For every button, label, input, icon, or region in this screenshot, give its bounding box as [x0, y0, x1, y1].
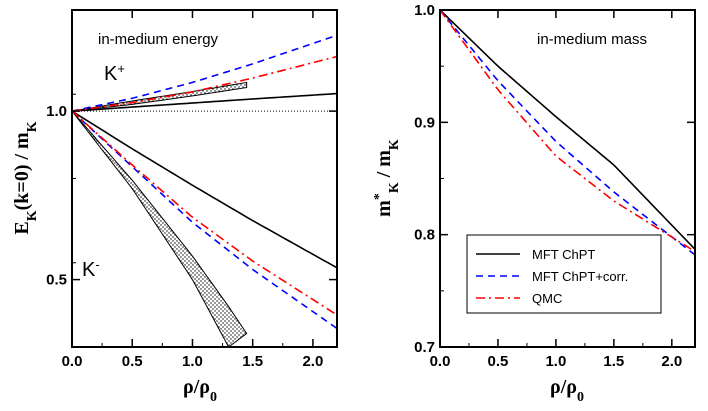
mass-xtick-label-0: 0.0 — [430, 353, 451, 370]
energy-xtick-label-1: 0.5 — [122, 353, 143, 370]
energy-xtick-label-3: 1.5 — [242, 353, 263, 370]
legend-label-qmc: QMC — [532, 291, 562, 306]
legend-label-mft_chpt_corr: MFT ChPT+corr. — [532, 269, 628, 284]
energy-band-1 — [72, 110, 248, 347]
energy-series-mft_chpt_corr-4 — [72, 110, 337, 330]
mass-ticks: 0.0 0.5 1.0 1.5 2.0 0.7 0.8 0.9 1.0 — [414, 2, 695, 370]
kplus-label: K+ — [104, 61, 125, 86]
energy-xtick-label-4: 2.0 — [302, 353, 323, 370]
legend-label-mft_chpt: MFT ChPT — [532, 247, 595, 262]
energy-series-mft_chpt_corr-1 — [72, 34, 337, 112]
energy-y-axis-label: EK(k=0) / mK — [11, 121, 40, 234]
panel-energy: 0.0 0.5 1.0 1.5 2.0 0.5 1.0 in-medium energy K… — [11, 9, 338, 405]
mass-annotation: in-medium mass — [537, 31, 647, 48]
kminus-label: K- — [82, 257, 100, 282]
energy-ytick-label-1: 1.0 — [46, 103, 67, 120]
mass-x-axis-label: ρ/ρ0 — [550, 376, 584, 405]
mass-y-axis-label: m*K / mK — [372, 139, 402, 217]
mass-series-qmc-2 — [440, 10, 695, 253]
mass-xtick-label-1: 0.5 — [488, 353, 509, 370]
mass-series-mft_chpt_corr-1 — [440, 10, 695, 256]
energy-x-axis-label: ρ/ρ0 — [183, 376, 217, 405]
panel-mass: 0.0 0.5 1.0 1.5 2.0 0.7 0.8 0.9 1.0 in-medium ma… — [372, 2, 696, 405]
mass-ytick-label-2: 0.9 — [414, 114, 435, 131]
mass-ytick-label-3: 1.0 — [414, 2, 435, 19]
legend-items: MFT ChPT MFT ChPT+corr. QMC — [476, 247, 628, 306]
mass-ytick-label-0: 0.7 — [414, 339, 435, 356]
mass-xtick-label-4: 2.0 — [661, 353, 682, 370]
energy-band-0 — [72, 81, 248, 112]
energy-series-mft_chpt-3 — [72, 110, 337, 269]
energy-series-qmc-5 — [72, 110, 337, 316]
energy-series-qmc-2 — [72, 55, 337, 112]
mass-plot-area — [440, 10, 695, 256]
energy-series-mft_chpt-0 — [72, 92, 337, 112]
mass-series-mft_chpt-0 — [440, 10, 695, 250]
energy-ticks: 0.0 0.5 1.0 1.5 2.0 0.5 1.0 — [46, 10, 337, 370]
mass-xtick-label-3: 1.5 — [603, 353, 624, 370]
legend-box — [466, 234, 662, 314]
energy-ytick-label-0: 0.5 — [46, 272, 67, 289]
legend: MFT ChPT MFT ChPT+corr. QMC — [466, 234, 662, 314]
mass-xtick-label-2: 1.0 — [545, 353, 566, 370]
energy-annotation: in-medium energy — [98, 31, 219, 48]
energy-xtick-label-2: 1.0 — [182, 353, 203, 370]
energy-xtick-label-0: 0.0 — [62, 353, 83, 370]
energy-plot-area — [72, 34, 337, 347]
mass-ytick-label-1: 0.8 — [414, 227, 435, 244]
